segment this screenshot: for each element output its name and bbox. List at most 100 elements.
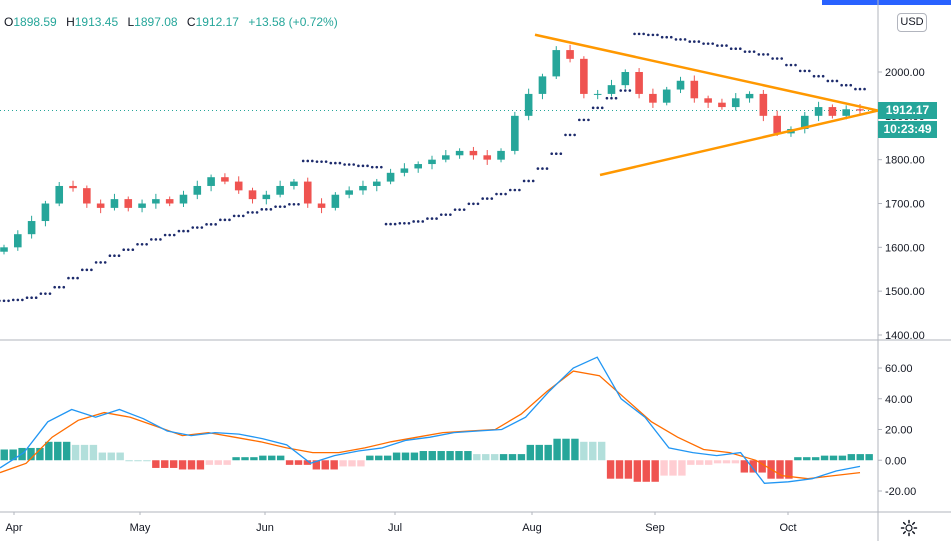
psar-dot xyxy=(573,133,576,137)
psar-dot xyxy=(752,50,756,53)
candle-body xyxy=(662,89,671,103)
macd-histogram-bar xyxy=(803,457,811,461)
candle-body xyxy=(83,188,91,204)
psar-dot xyxy=(320,160,323,163)
psar-dot xyxy=(315,160,319,163)
macd-histogram-bar xyxy=(27,447,35,461)
candle-body xyxy=(179,194,188,204)
macd-histogram-bar xyxy=(651,460,659,482)
price-tick-label: 1700.00 xyxy=(885,199,925,211)
psar-dot xyxy=(564,133,567,137)
macd-histogram-bar xyxy=(259,455,267,461)
macd-histogram-bar xyxy=(508,454,517,461)
candle-body xyxy=(552,50,561,77)
macd-histogram-bar xyxy=(847,454,856,461)
macd-histogram-bar xyxy=(794,457,802,461)
macd-histogram-bar xyxy=(669,460,677,476)
candle-body xyxy=(138,203,146,208)
psar-dot xyxy=(614,96,618,100)
macd-histogram-bar xyxy=(303,460,312,465)
candle-body xyxy=(621,72,630,86)
macd-histogram-bar xyxy=(375,455,383,461)
psar-dot xyxy=(380,165,383,169)
macd-histogram-bar xyxy=(45,441,53,461)
macd-tick-label: 40.00 xyxy=(885,394,913,406)
psar-dot xyxy=(495,192,498,196)
time-axis-label: Sep xyxy=(645,522,665,534)
psar-dot xyxy=(702,42,705,45)
psar-dot xyxy=(324,160,328,163)
psar-dot xyxy=(241,214,245,218)
macd-histogram-bar xyxy=(624,460,633,479)
psar-dot xyxy=(596,106,599,110)
low-label: L xyxy=(127,15,135,29)
macd-histogram-bar xyxy=(125,460,133,462)
psar-dot xyxy=(679,38,682,41)
candle-body xyxy=(345,190,353,195)
psar-dot xyxy=(205,223,208,226)
macd-histogram-bar xyxy=(713,460,722,464)
psar-dot xyxy=(642,32,645,36)
candle-body xyxy=(41,203,50,222)
macd-histogram-bar xyxy=(214,460,222,465)
macd-histogram-bar xyxy=(464,451,472,461)
psar-dot xyxy=(94,261,98,264)
candle-body xyxy=(814,107,823,116)
macd-histogram-bar xyxy=(740,460,749,473)
psar-dot xyxy=(136,242,139,246)
psar-dot xyxy=(725,44,728,47)
macd-histogram-bar xyxy=(410,452,419,461)
high-label: H xyxy=(66,15,75,29)
macd-histogram-bar xyxy=(544,444,552,461)
psar-dot xyxy=(748,50,751,53)
macd-histogram-bar xyxy=(820,455,829,461)
psar-dot xyxy=(476,202,480,206)
psar-dot xyxy=(407,221,411,225)
time-axis-label: Apr xyxy=(5,522,22,534)
psar-dot xyxy=(292,202,296,206)
macd-histogram-bar xyxy=(62,441,71,461)
countdown-tag: 10:23:49 xyxy=(878,121,937,138)
psar-dot xyxy=(57,285,61,289)
currency-button[interactable]: USD xyxy=(897,13,927,32)
psar-dot xyxy=(683,38,687,41)
macd-histogram-bar xyxy=(437,451,445,461)
candle-body xyxy=(455,150,464,156)
psar-dot xyxy=(513,188,517,192)
macd-tick-label: 0.00 xyxy=(885,455,906,467)
psar-dot xyxy=(237,214,241,218)
psar-dot xyxy=(168,233,171,237)
candle-body xyxy=(359,185,367,191)
macd-histogram-bar xyxy=(785,460,793,479)
macd-histogram-bar xyxy=(499,454,508,461)
psar-dot xyxy=(265,208,268,211)
macd-histogram-bar xyxy=(9,449,17,461)
macd-histogram-bar xyxy=(339,460,347,467)
psar-dot xyxy=(826,79,830,83)
psar-dot xyxy=(108,254,112,258)
macd-histogram-bar xyxy=(589,441,597,461)
close-label: C xyxy=(186,15,196,29)
psar-dot xyxy=(338,161,342,165)
psar-dot xyxy=(697,40,701,43)
macd-histogram-bar xyxy=(36,447,44,461)
psar-dot xyxy=(223,218,227,222)
candle-body xyxy=(690,80,699,99)
psar-dot xyxy=(499,192,503,196)
psar-dot xyxy=(453,208,457,211)
psar-dot xyxy=(587,118,590,122)
macd-histogram-bar xyxy=(205,460,214,465)
high-value: 1913.45 xyxy=(74,15,119,29)
macd-histogram-bar xyxy=(731,460,740,464)
psar-dot xyxy=(628,89,632,92)
candle-body xyxy=(759,93,768,116)
psar-dot xyxy=(150,238,153,241)
gear-icon[interactable] xyxy=(900,519,918,537)
low-value: 1897.08 xyxy=(134,15,178,29)
candle-body xyxy=(731,98,740,108)
psar-dot xyxy=(278,205,282,208)
psar-dot xyxy=(674,38,678,41)
psar-dot xyxy=(260,208,264,211)
psar-dot xyxy=(812,74,816,78)
